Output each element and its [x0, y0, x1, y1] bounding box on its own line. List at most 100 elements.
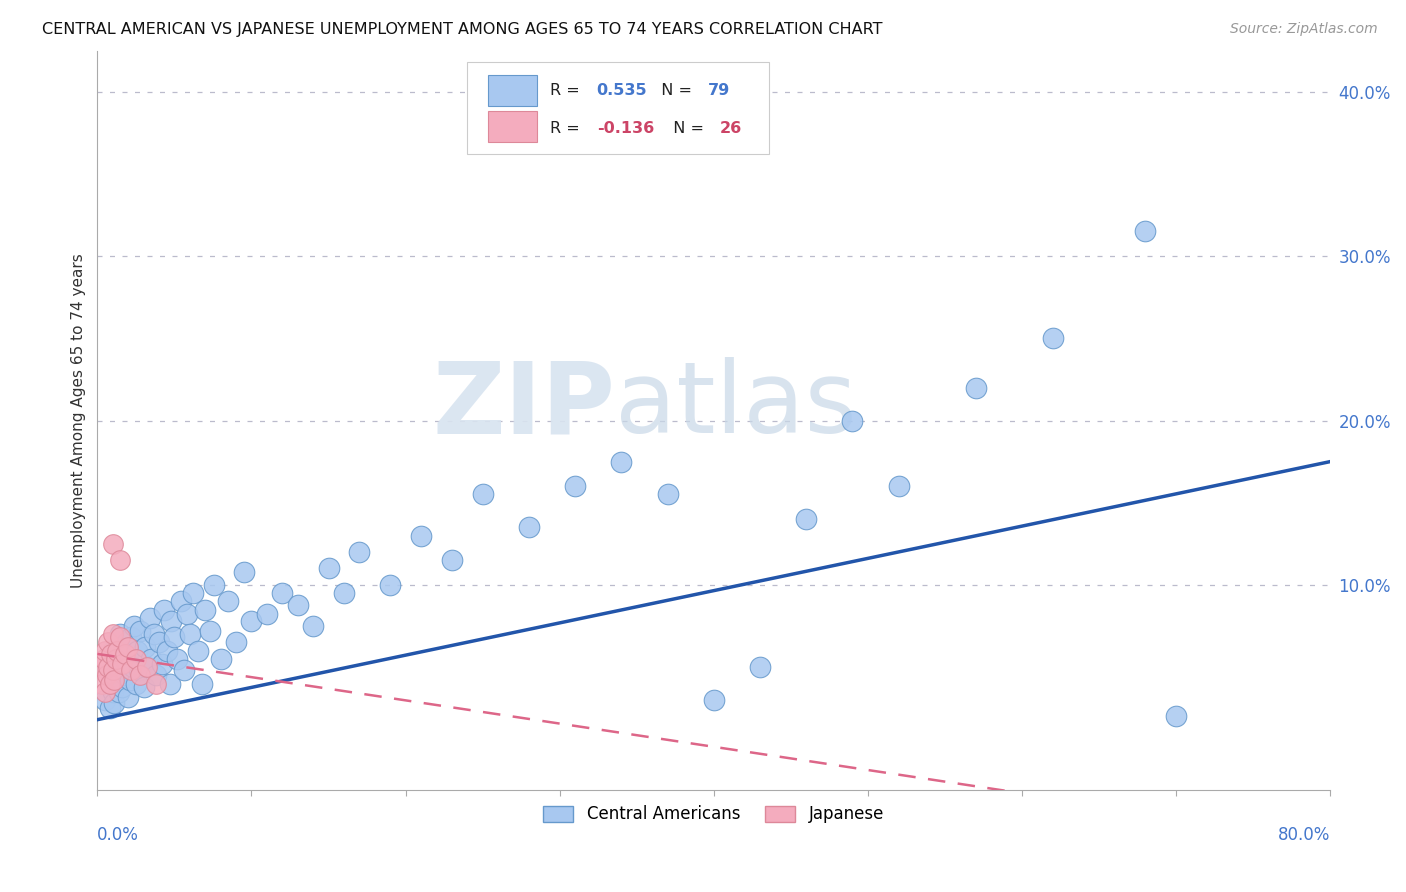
Point — [703, 693, 725, 707]
FancyBboxPatch shape — [488, 111, 537, 142]
Point — [610, 454, 633, 468]
Point — [1135, 225, 1157, 239]
Point — [159, 676, 181, 690]
Point — [104, 652, 127, 666]
Point — [117, 647, 139, 661]
Text: ZIP: ZIP — [432, 357, 616, 454]
Point — [110, 627, 132, 641]
Point — [115, 635, 138, 649]
Point — [841, 413, 863, 427]
Point — [150, 657, 173, 671]
Point — [564, 479, 586, 493]
Point — [121, 660, 143, 674]
Point — [100, 668, 122, 682]
Text: CENTRAL AMERICAN VS JAPANESE UNEMPLOYMENT AMONG AGES 65 TO 74 YEARS CORRELATION : CENTRAL AMERICAN VS JAPANESE UNEMPLOYMEN… — [42, 22, 883, 37]
Legend: Central Americans, Japanese: Central Americans, Japanese — [537, 798, 890, 830]
Point — [225, 635, 247, 649]
Point — [1042, 331, 1064, 345]
Point — [127, 643, 149, 657]
Text: 79: 79 — [707, 83, 730, 98]
Point — [114, 647, 136, 661]
Point — [318, 561, 340, 575]
Text: R =: R = — [550, 83, 585, 98]
Point — [101, 664, 124, 678]
Point — [110, 553, 132, 567]
Text: 0.535: 0.535 — [596, 83, 647, 98]
Text: 80.0%: 80.0% — [1278, 826, 1330, 844]
Point — [103, 696, 125, 710]
Point — [209, 652, 232, 666]
Text: N =: N = — [651, 83, 697, 98]
Point — [749, 660, 772, 674]
Point — [166, 652, 188, 666]
Point — [186, 643, 208, 657]
Point — [117, 690, 139, 704]
FancyBboxPatch shape — [488, 75, 537, 106]
Point — [112, 652, 135, 666]
Point — [129, 624, 152, 638]
Point — [176, 607, 198, 622]
Text: 0.0%: 0.0% — [97, 826, 139, 844]
Point — [91, 676, 114, 690]
Point — [232, 565, 254, 579]
Point — [302, 619, 325, 633]
Point — [287, 598, 309, 612]
Point — [101, 537, 124, 551]
FancyBboxPatch shape — [467, 62, 769, 154]
Y-axis label: Unemployment Among Ages 65 to 74 years: Unemployment Among Ages 65 to 74 years — [72, 253, 86, 588]
Point — [94, 684, 117, 698]
Point — [409, 528, 432, 542]
Point — [179, 627, 201, 641]
Point — [794, 512, 817, 526]
Point — [160, 614, 183, 628]
Point — [111, 657, 134, 671]
Point — [125, 652, 148, 666]
Point — [110, 631, 132, 645]
Point — [101, 627, 124, 641]
Point — [471, 487, 494, 501]
Point — [152, 602, 174, 616]
Point — [108, 684, 131, 698]
Point — [181, 586, 204, 600]
Point — [240, 614, 263, 628]
Point — [145, 668, 167, 682]
Point — [1164, 709, 1187, 723]
Point — [378, 578, 401, 592]
Point — [97, 635, 120, 649]
Point — [134, 640, 156, 655]
Point — [103, 673, 125, 688]
Point — [217, 594, 239, 608]
Point — [965, 381, 987, 395]
Point — [173, 664, 195, 678]
Point — [440, 553, 463, 567]
Point — [120, 664, 142, 678]
Point — [139, 611, 162, 625]
Point — [117, 640, 139, 655]
Point — [89, 660, 111, 674]
Point — [129, 668, 152, 682]
Point — [118, 673, 141, 688]
Text: R =: R = — [550, 120, 585, 136]
Point — [204, 578, 226, 592]
Point — [93, 652, 115, 666]
Point — [120, 631, 142, 645]
Point — [124, 619, 146, 633]
Point — [94, 643, 117, 657]
Point — [132, 680, 155, 694]
Text: -0.136: -0.136 — [596, 120, 654, 136]
Point — [657, 487, 679, 501]
Point — [256, 607, 278, 622]
Point — [128, 664, 150, 678]
Point — [101, 643, 124, 657]
Point — [194, 602, 217, 616]
Point — [104, 676, 127, 690]
Point — [191, 676, 214, 690]
Point — [135, 660, 157, 674]
Point — [94, 693, 117, 707]
Point — [349, 545, 371, 559]
Point — [333, 586, 356, 600]
Point — [98, 676, 121, 690]
Point — [96, 668, 118, 682]
Point — [145, 676, 167, 690]
Point — [271, 586, 294, 600]
